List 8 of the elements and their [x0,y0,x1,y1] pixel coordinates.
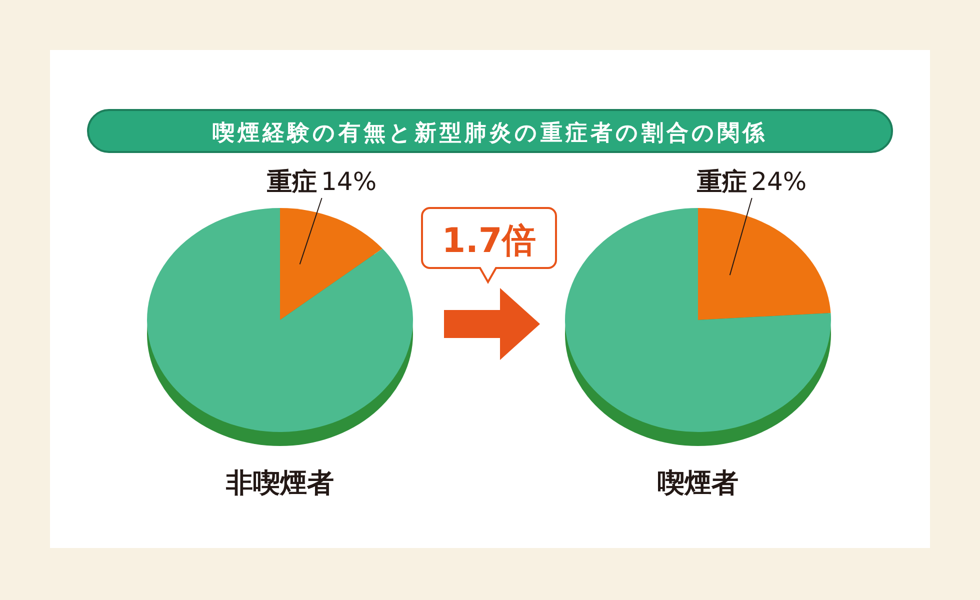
slice-label: 重症 [266,167,318,196]
text: 喫煙経験の有無と新型肺炎の重症者の割合の関係 [212,120,768,146]
text: 喫煙者 [658,468,738,499]
slice-label: 重症 [696,167,748,196]
text: 非喫煙者 [225,468,334,499]
data-label: 24% [751,167,807,196]
data-label: 14% [321,167,377,196]
text: 1.7倍 [442,221,536,261]
